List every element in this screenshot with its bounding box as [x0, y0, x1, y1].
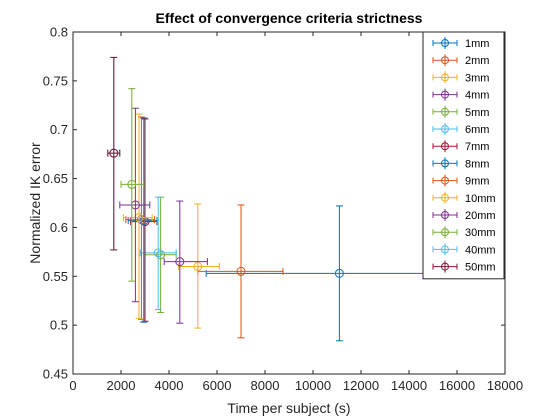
data-point	[153, 248, 163, 258]
x-axis-label: Time per subject (s)	[227, 400, 350, 416]
legend-entry: 9mm	[432, 174, 489, 188]
x-tick-label: 16000	[439, 378, 475, 393]
legend-label: 7mm	[465, 141, 489, 153]
data-point	[127, 179, 137, 189]
data-point	[175, 257, 185, 267]
legend-marker	[441, 90, 449, 99]
legend-label: 40mm	[465, 244, 496, 256]
series-4mm	[163, 200, 208, 324]
chart-title: Effect of convergence criteria strictnes…	[156, 10, 423, 26]
data-point	[334, 268, 344, 278]
y-tick-label: 0.55	[43, 269, 68, 284]
legend-entry: 6mm	[432, 123, 489, 136]
legend-marker	[441, 142, 449, 151]
legend-marker	[441, 211, 449, 219]
series-3mm	[178, 203, 220, 329]
legend-entry: 2mm	[432, 54, 489, 67]
legend-entry: 10mm	[432, 191, 496, 205]
x-tick-label: 10000	[295, 378, 331, 393]
legend-marker	[441, 193, 449, 202]
legend-entry: 4mm	[432, 88, 489, 102]
legend-label: 2mm	[465, 55, 489, 67]
legend-entry: 7mm	[432, 140, 489, 153]
series-20mm	[119, 107, 151, 303]
legend-marker	[441, 39, 449, 47]
legend-box	[422, 31, 505, 280]
legend-entry: 20mm	[432, 209, 496, 222]
legend-label: 3mm	[465, 72, 489, 84]
y-tick-label: 0.65	[43, 171, 68, 186]
legend-label: 1mm	[465, 38, 489, 50]
data-layer	[107, 56, 462, 342]
legend-label: 50mm	[465, 262, 496, 274]
x-tick-label: 18000	[487, 378, 523, 393]
y-tick-label: 0.7	[50, 122, 68, 137]
y-tick-label: 0.8	[50, 25, 68, 40]
x-tick-label: 12000	[343, 378, 379, 393]
y-axis-label: Normalized IK error	[27, 142, 43, 264]
series-6mm	[139, 196, 177, 311]
legend-label: 10mm	[465, 193, 496, 205]
legend-marker	[441, 245, 449, 254]
legend-label: 4mm	[465, 90, 489, 102]
legend-marker	[441, 107, 449, 116]
legend-entry: 30mm	[432, 226, 496, 239]
legend-label: 9mm	[465, 176, 489, 188]
data-point	[236, 266, 246, 276]
legend-label: 6mm	[465, 124, 489, 136]
x-tick-label: 0	[69, 378, 76, 393]
data-point	[193, 262, 203, 272]
legend-marker	[441, 56, 449, 65]
legend-label: 30mm	[465, 227, 496, 239]
legend-label: 8mm	[465, 158, 489, 170]
legend-marker	[441, 262, 449, 271]
y-tick-label: 0.45	[43, 367, 68, 382]
legend-entry: 40mm	[432, 243, 496, 256]
y-tick-label: 0.6	[50, 220, 68, 235]
axes-box	[72, 31, 506, 375]
data-point	[136, 215, 146, 225]
legend: 1mm 2mm 3mm 4mm 5mm 6mm 7mm 8mm 9mm 10mm 20mm 30mm 4…	[422, 31, 505, 280]
legend-entry: 50mm	[432, 260, 496, 274]
legend-marker	[441, 73, 449, 82]
legend-label: 5mm	[465, 107, 489, 119]
y-tick-label: 0.75	[43, 73, 68, 88]
x-tick-label: 8000	[251, 378, 280, 393]
x-tick-label: 6000	[203, 378, 232, 393]
legend-label: 20mm	[465, 210, 496, 222]
axes: 0 2000 4000 6000 8000 10000 12000 14000 16000 180…	[43, 25, 523, 394]
series-50mm	[107, 56, 121, 251]
legend-marker	[441, 176, 449, 185]
series-30mm	[120, 88, 145, 282]
legend-marker	[441, 125, 449, 133]
data-point	[156, 250, 166, 260]
legend-entry: 5mm	[432, 105, 489, 119]
legend-marker	[441, 228, 449, 237]
x-tick-label: 4000	[155, 378, 184, 393]
legend-entry: 1mm	[432, 37, 489, 50]
legend-entry: 3mm	[432, 71, 489, 84]
y-tick-label: 0.5	[50, 318, 68, 333]
x-tick-label: 2000	[107, 378, 136, 393]
legend-entry: 8mm	[432, 157, 489, 170]
x-tick-label: 14000	[391, 378, 427, 393]
legend-marker	[441, 159, 449, 168]
data-point	[109, 148, 119, 158]
